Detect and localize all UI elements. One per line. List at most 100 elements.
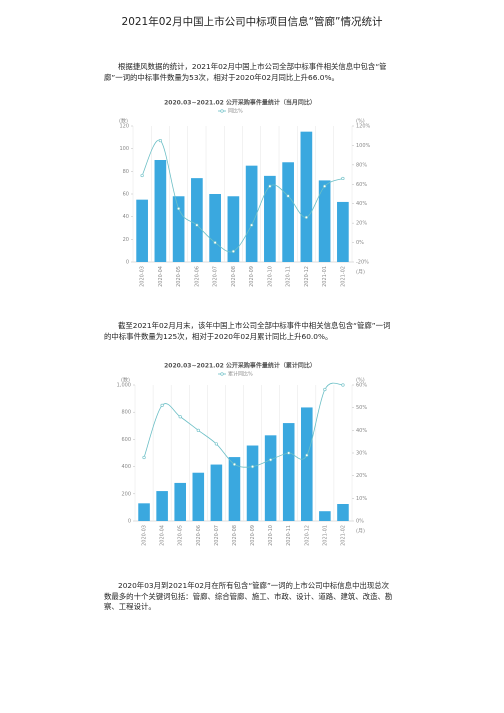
y2-tick-label: 100% [356, 143, 371, 149]
x-tick-label: 2020-06 [194, 266, 200, 287]
legend-label: 累计同比% [228, 371, 253, 378]
y-tick-label: 0 [126, 260, 129, 266]
y-tick-label: 400 [121, 464, 131, 470]
y-axis-label: (数) [121, 377, 130, 384]
x-axis-label: (月) [356, 529, 365, 535]
legend-marker [220, 372, 224, 376]
bar [282, 423, 295, 521]
bar [228, 457, 241, 521]
y-tick-label: 120 [119, 124, 129, 130]
bar [318, 180, 331, 262]
line-marker [213, 240, 217, 245]
bar [337, 201, 349, 262]
line-marker [287, 451, 291, 455]
y-tick-label: 100 [119, 146, 129, 152]
line-marker [178, 415, 182, 419]
bar [172, 196, 185, 262]
line-marker [304, 215, 308, 219]
bar [210, 464, 223, 521]
chart: 2020.03~2021.02 公开采购事件量统计（当月同比） (数) (%) (月)… [119, 99, 371, 287]
line-marker [232, 462, 237, 466]
bar [174, 482, 186, 521]
line-marker [142, 455, 146, 460]
x-tick-label: 2020-12 [304, 266, 310, 287]
x-tick-label: 2020-09 [249, 266, 255, 287]
x-tick-label: 2020-10 [268, 525, 274, 546]
x-tick-label: 2020-05 [178, 525, 184, 546]
line-marker [214, 442, 218, 446]
bar [300, 131, 313, 262]
line-marker [323, 184, 327, 188]
x-tick-label: 2021-02 [340, 525, 346, 546]
x-tick-label: 2020-11 [286, 525, 292, 546]
bar [138, 503, 150, 521]
y2-tick-label: -20% [356, 260, 369, 266]
x-axis-label: (月) [356, 270, 365, 276]
bar [319, 511, 331, 521]
y-tick-label: 20 [123, 237, 129, 243]
chart-title: 2020.03~2021.02 公开采购事件量统计（累计同比） [164, 362, 316, 370]
bar [192, 472, 205, 521]
y-tick-label: 0 [128, 519, 131, 525]
x-tick-label: 2020-06 [196, 525, 202, 546]
bar [209, 194, 221, 262]
x-tick-label: 2020-07 [214, 525, 220, 546]
y2-tick-label: 50% [356, 405, 367, 411]
bar [156, 491, 168, 521]
bar [154, 160, 167, 262]
page-title: 2021年02月中国上市公司中标项目信息“管廊”情况统计 [121, 16, 383, 28]
line-marker [196, 428, 200, 432]
line-marker [305, 453, 309, 457]
x-tick-label: 2020-08 [231, 266, 237, 287]
y2-axis-label: (%) [356, 378, 365, 384]
legend-label: 同比% [228, 108, 243, 115]
y2-tick-label: 60% [356, 383, 367, 389]
y-axis-label: (数) [119, 118, 128, 125]
paragraph: 截至2021年02月月末，该年中国上市公司全部中标事件中相关信息包含“管廊”一词… [104, 321, 391, 341]
y-tick-label: 600 [121, 437, 131, 443]
line-marker [323, 387, 327, 392]
x-tick-label: 2020-10 [267, 266, 273, 287]
y2-tick-label: 30% [356, 451, 367, 457]
y2-tick-label: 10% [356, 496, 367, 502]
y-tick-label: 60 [123, 192, 129, 198]
y-tick-label: 80 [123, 169, 129, 175]
bar [282, 162, 294, 262]
bar [337, 504, 349, 521]
x-tick-label: 2020-04 [160, 525, 166, 546]
y-tick-label: 800 [121, 410, 131, 416]
bar [227, 196, 240, 262]
x-tick-label: 2020-11 [286, 266, 292, 287]
line-marker [341, 383, 345, 387]
y2-tick-label: 20% [356, 473, 367, 479]
x-tick-label: 2020-07 [213, 266, 219, 287]
x-tick-label: 2021-01 [322, 525, 328, 546]
line-marker [158, 138, 162, 143]
paragraph: 根据捷风数据的统计，2021年02月中国上市公司全部中标事件相关信息中包含“管廊… [104, 62, 387, 82]
line-marker [250, 464, 255, 469]
x-tick-label: 2021-01 [322, 266, 328, 287]
y2-tick-label: 120% [356, 124, 371, 130]
legend-marker [220, 109, 224, 113]
x-tick-label: 2020-05 [176, 266, 182, 287]
y-tick-label: 200 [121, 491, 131, 497]
bar [136, 199, 148, 262]
bar [246, 445, 259, 521]
chart-title: 2020.03~2021.02 公开采购事件量统计（当月同比） [164, 99, 316, 107]
line-marker [341, 176, 345, 181]
y-tick-label: 1,000 [117, 383, 131, 389]
y2-tick-label: 20% [356, 221, 367, 227]
line-marker [195, 223, 199, 227]
chart: 2020.03~2021.02 公开采购事件量统计（累计同比） (数) (%) (月)… [117, 362, 368, 546]
y2-tick-label: 60% [356, 182, 367, 188]
x-tick-label: 2020-09 [250, 525, 256, 546]
x-tick-label: 2020-03 [142, 525, 148, 546]
y2-tick-label: 40% [356, 201, 367, 207]
line-marker [177, 206, 181, 211]
bar [264, 175, 276, 262]
line-marker [269, 458, 273, 462]
y2-tick-label: 40% [356, 428, 367, 434]
line-marker [160, 403, 164, 408]
y2-tick-label: 80% [356, 162, 367, 168]
